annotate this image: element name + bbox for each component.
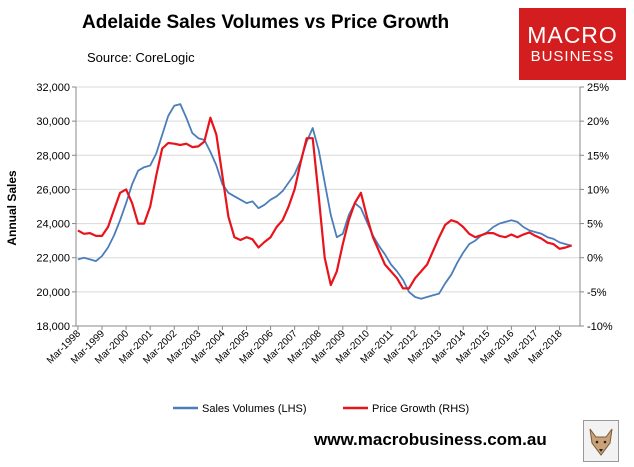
logo-line-1: MACRO bbox=[527, 21, 618, 48]
axes bbox=[75, 87, 581, 327]
y-axis-label-left: Annual Sales bbox=[5, 170, 19, 246]
right-axis-ticks: -10% -5% 0% 5% 10% 15% 20% 25% bbox=[580, 82, 613, 333]
x-axis-ticks: Mar-1998Mar-1999Mar-2000Mar-2001Mar-2002… bbox=[45, 326, 565, 366]
series-lines bbox=[77, 103, 572, 300]
sales-volumes-line bbox=[77, 103, 572, 300]
left-tick-label: 30,000 bbox=[36, 116, 70, 128]
left-tick-label: 28,000 bbox=[36, 150, 70, 162]
left-tick-label: 18,000 bbox=[36, 321, 70, 333]
right-tick-label: 15% bbox=[587, 150, 609, 162]
logo-line-2: BUSINESS bbox=[530, 47, 615, 65]
price-growth-line bbox=[77, 116, 572, 290]
legend-label-price: Price Growth (RHS) bbox=[372, 403, 469, 415]
footer-website: www.macrobusiness.com.au bbox=[314, 430, 547, 449]
right-tick-label: 0% bbox=[587, 253, 603, 265]
left-tick-label: 32,000 bbox=[36, 82, 70, 94]
fox-mascot-icon bbox=[583, 420, 619, 462]
chart-title: Adelaide Sales Volumes vs Price Growth bbox=[82, 12, 450, 33]
legend: Sales Volumes (LHS) Price Growth (RHS) bbox=[173, 403, 469, 415]
right-tick-label: 20% bbox=[587, 116, 609, 128]
left-tick-label: 20,000 bbox=[36, 287, 70, 299]
left-tick-label: 24,000 bbox=[36, 219, 70, 231]
left-tick-label: 22,000 bbox=[36, 253, 70, 265]
right-tick-label: -5% bbox=[587, 287, 607, 299]
left-axis-ticks: 18,000 20,000 22,000 24,000 26,000 28,000 30,0… bbox=[36, 82, 76, 333]
right-tick-label: -10% bbox=[587, 321, 613, 333]
legend-label-sales: Sales Volumes (LHS) bbox=[202, 403, 307, 415]
gridlines bbox=[76, 86, 580, 293]
left-tick-label: 26,000 bbox=[36, 184, 70, 196]
right-tick-label: 10% bbox=[587, 184, 609, 196]
right-tick-label: 25% bbox=[587, 82, 609, 94]
chart-subtitle: Source: CoreLogic bbox=[87, 50, 195, 65]
right-tick-label: 5% bbox=[587, 219, 603, 231]
macrobusiness-logo: MACRO BUSINESS bbox=[519, 8, 626, 80]
